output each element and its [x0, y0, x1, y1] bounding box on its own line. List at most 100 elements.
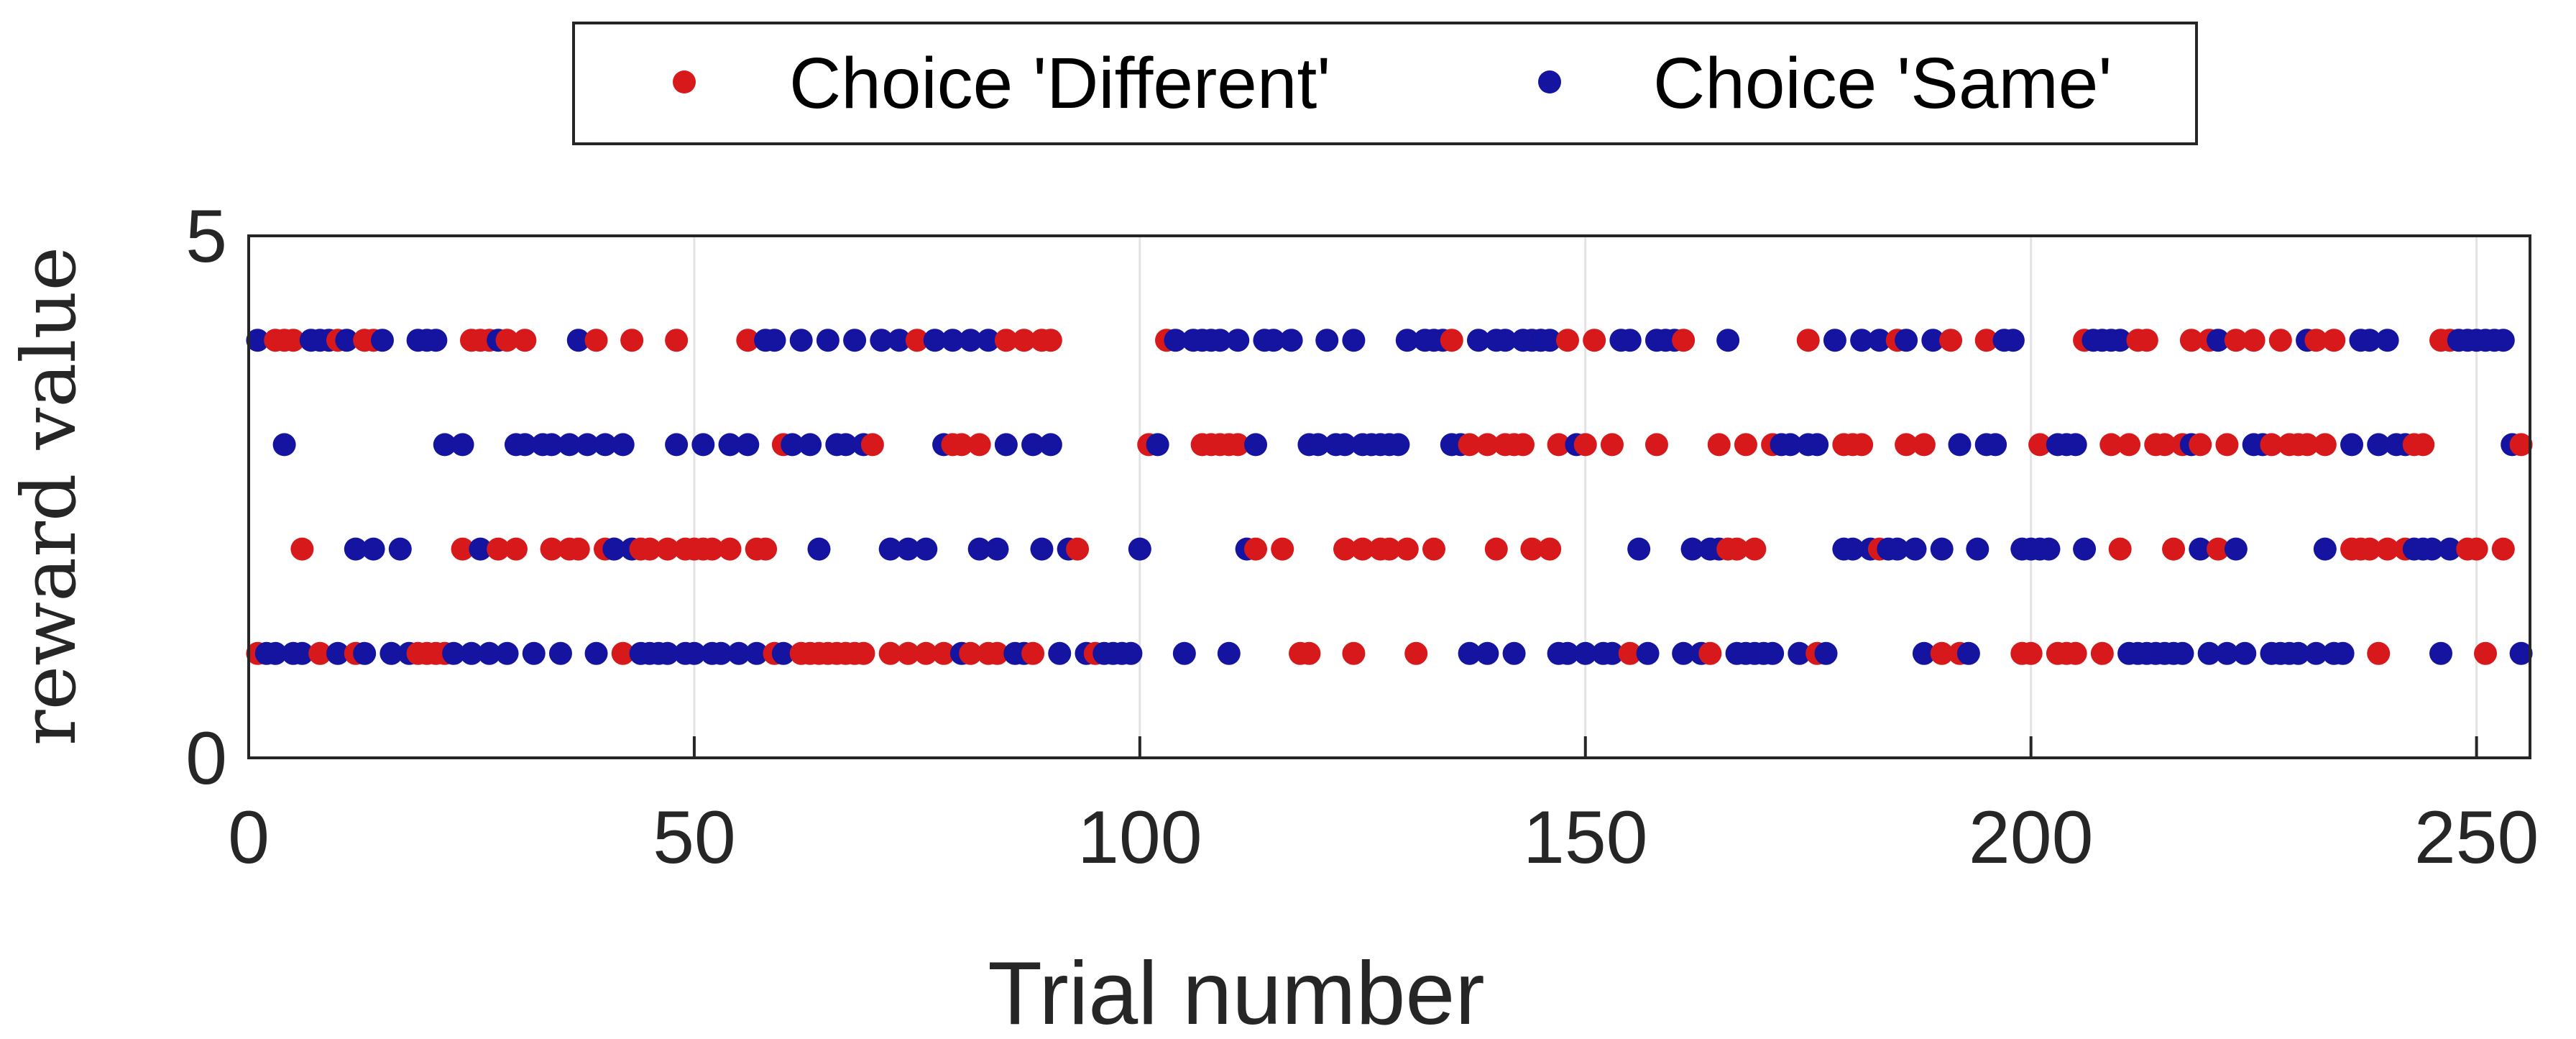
point-different: [2117, 433, 2141, 457]
legend-marker-same: [1538, 70, 1561, 93]
point-same: [424, 329, 448, 352]
point-same: [558, 433, 581, 457]
point-different: [2260, 433, 2283, 457]
point-different: [308, 641, 332, 665]
point-different: [566, 537, 590, 561]
point-same: [1573, 641, 1597, 665]
point-same: [1948, 433, 1972, 457]
point-same: [1261, 329, 1285, 352]
x-tick-label: 250: [2414, 796, 2539, 879]
point-same: [1208, 329, 1232, 352]
axes-frame: [247, 234, 2531, 759]
point-same: [1867, 329, 1891, 352]
point-same: [1716, 329, 1740, 352]
point-same: [2224, 537, 2248, 561]
point-same: [967, 537, 991, 561]
point-same: [1895, 329, 1918, 352]
point-same: [2438, 537, 2462, 561]
point-different: [584, 329, 608, 352]
point-same: [1627, 537, 1651, 561]
point-different: [2207, 537, 2230, 561]
x-tick-label: 200: [1969, 796, 2094, 879]
point-same: [1279, 329, 1303, 352]
point-same: [656, 641, 679, 665]
point-different: [2090, 641, 2114, 665]
point-same: [2286, 641, 2310, 665]
point-different: [1538, 537, 1562, 561]
point-different: [1458, 433, 1481, 457]
point-same: [388, 537, 412, 561]
point-same: [870, 329, 893, 352]
point-same: [1502, 641, 1526, 665]
point-same: [2358, 329, 2381, 352]
point-same: [2073, 537, 2097, 561]
point-same: [2367, 433, 2391, 457]
point-same: [1618, 329, 1642, 352]
point-different: [2162, 537, 2186, 561]
point-different: [1297, 641, 1321, 665]
point-same: [1984, 433, 2007, 457]
point-same: [816, 329, 840, 352]
point-different: [1476, 433, 1499, 457]
point-same: [959, 329, 983, 352]
point-same: [914, 537, 938, 561]
point-different: [896, 641, 920, 665]
point-same: [477, 641, 501, 665]
point-different: [1066, 537, 1090, 561]
point-different: [1707, 433, 1731, 457]
point-different: [905, 329, 929, 352]
point-same: [1164, 329, 1187, 352]
point-different: [504, 537, 528, 561]
point-same: [1226, 329, 1250, 352]
point-same: [1814, 641, 1838, 665]
point-same: [665, 433, 689, 457]
point-same: [763, 329, 786, 352]
point-different: [1351, 537, 1374, 561]
point-same: [1966, 537, 1990, 561]
point-same: [2064, 433, 2087, 457]
point-different: [487, 537, 510, 561]
point-same: [2375, 329, 2399, 352]
point-same: [745, 641, 768, 665]
point-different: [451, 537, 474, 561]
point-same: [781, 433, 804, 457]
point-same: [362, 537, 385, 561]
point-same: [888, 329, 911, 352]
point-same: [1912, 641, 1936, 665]
point-same: [442, 641, 466, 665]
point-different: [959, 641, 983, 665]
point-same: [380, 641, 403, 665]
point-different: [281, 329, 305, 352]
point-same: [1761, 641, 1785, 665]
point-same: [2429, 641, 2453, 665]
point-same: [353, 641, 377, 665]
point-same: [2313, 537, 2337, 561]
legend-label-different: Choice 'Different': [789, 43, 1330, 124]
x-tick-label: 150: [1523, 796, 1648, 879]
point-same: [1850, 329, 1874, 352]
point-same: [2331, 641, 2355, 665]
point-different: [1511, 433, 1535, 457]
point-different: [994, 329, 1018, 352]
point-same: [2420, 537, 2444, 561]
point-same: [1476, 641, 1499, 665]
point-different: [1271, 537, 1294, 561]
point-different: [2224, 329, 2248, 352]
point-different: [1939, 329, 1963, 352]
point-different: [700, 537, 724, 561]
point-same: [799, 433, 822, 457]
point-different: [754, 537, 778, 561]
point-different: [2509, 433, 2533, 457]
point-same: [433, 433, 456, 457]
point-same: [344, 537, 367, 561]
point-different: [1912, 433, 1936, 457]
point-different: [1378, 537, 1401, 561]
point-different: [495, 329, 519, 352]
point-different: [1440, 329, 1463, 352]
point-same: [1146, 433, 1169, 457]
point-same: [513, 433, 537, 457]
point-same: [1466, 329, 1490, 352]
point-same: [1636, 641, 1660, 665]
legend-label-same: Choice 'Same': [1653, 43, 2112, 124]
